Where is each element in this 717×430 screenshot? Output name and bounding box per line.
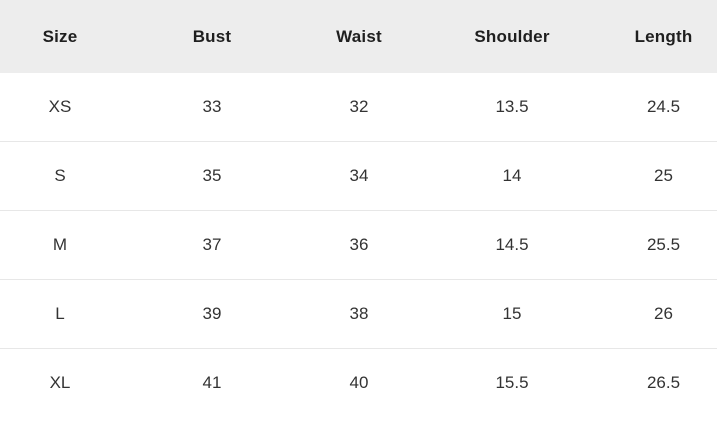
table-row-l: L 39 38 15 26 — [0, 280, 717, 349]
cell-m-size: M — [52, 235, 68, 254]
cell-s-waist: 34 — [349, 166, 369, 185]
cell-s-shoulder: 14 — [502, 166, 522, 185]
cell-xs-size: XS — [48, 97, 72, 116]
table-row-m: M 37 36 14.5 25.5 — [0, 211, 717, 280]
cell-xs-length: 24.5 — [646, 97, 681, 116]
cell-l-shoulder: 15 — [502, 304, 522, 323]
size-chart-table: Size Bust Waist Shoulder Length XS 33 32… — [0, 0, 717, 417]
table-row-s: S 35 34 14 25 — [0, 142, 717, 211]
cell-m-waist: 36 — [349, 235, 369, 254]
cell-s-bust: 35 — [202, 166, 222, 185]
cell-l-waist: 38 — [349, 304, 369, 323]
cell-xs-bust: 33 — [202, 97, 222, 116]
cell-m-shoulder: 14.5 — [495, 235, 529, 254]
header-cell-bust: Bust — [192, 26, 232, 46]
cell-xl-shoulder: 15.5 — [495, 373, 529, 392]
cell-s-size: S — [54, 166, 66, 185]
header-cell-size: Size — [42, 26, 78, 46]
cell-m-length: 25.5 — [646, 235, 681, 254]
cell-l-size: L — [55, 304, 65, 323]
table-row-xs: XS 33 32 13.5 24.5 — [0, 73, 717, 142]
cell-xs-shoulder: 13.5 — [495, 97, 529, 116]
table-header-row: Size Bust Waist Shoulder Length — [0, 0, 717, 73]
cell-xs-waist: 32 — [349, 97, 369, 116]
cell-l-length: 26 — [654, 304, 673, 323]
header-cell-waist: Waist — [336, 26, 382, 46]
cell-xl-waist: 40 — [349, 373, 369, 392]
table-row-xl: XL 41 40 15.5 26.5 — [0, 349, 717, 417]
cell-xl-bust: 41 — [202, 373, 222, 392]
cell-m-bust: 37 — [202, 235, 222, 254]
cell-xl-length: 26.5 — [646, 373, 681, 392]
cell-s-length: 25 — [654, 166, 673, 185]
cell-l-bust: 39 — [202, 304, 222, 323]
cell-xl-size: XL — [49, 373, 71, 392]
header-cell-length: Length — [634, 26, 693, 46]
header-cell-shoulder: Shoulder — [474, 26, 550, 46]
